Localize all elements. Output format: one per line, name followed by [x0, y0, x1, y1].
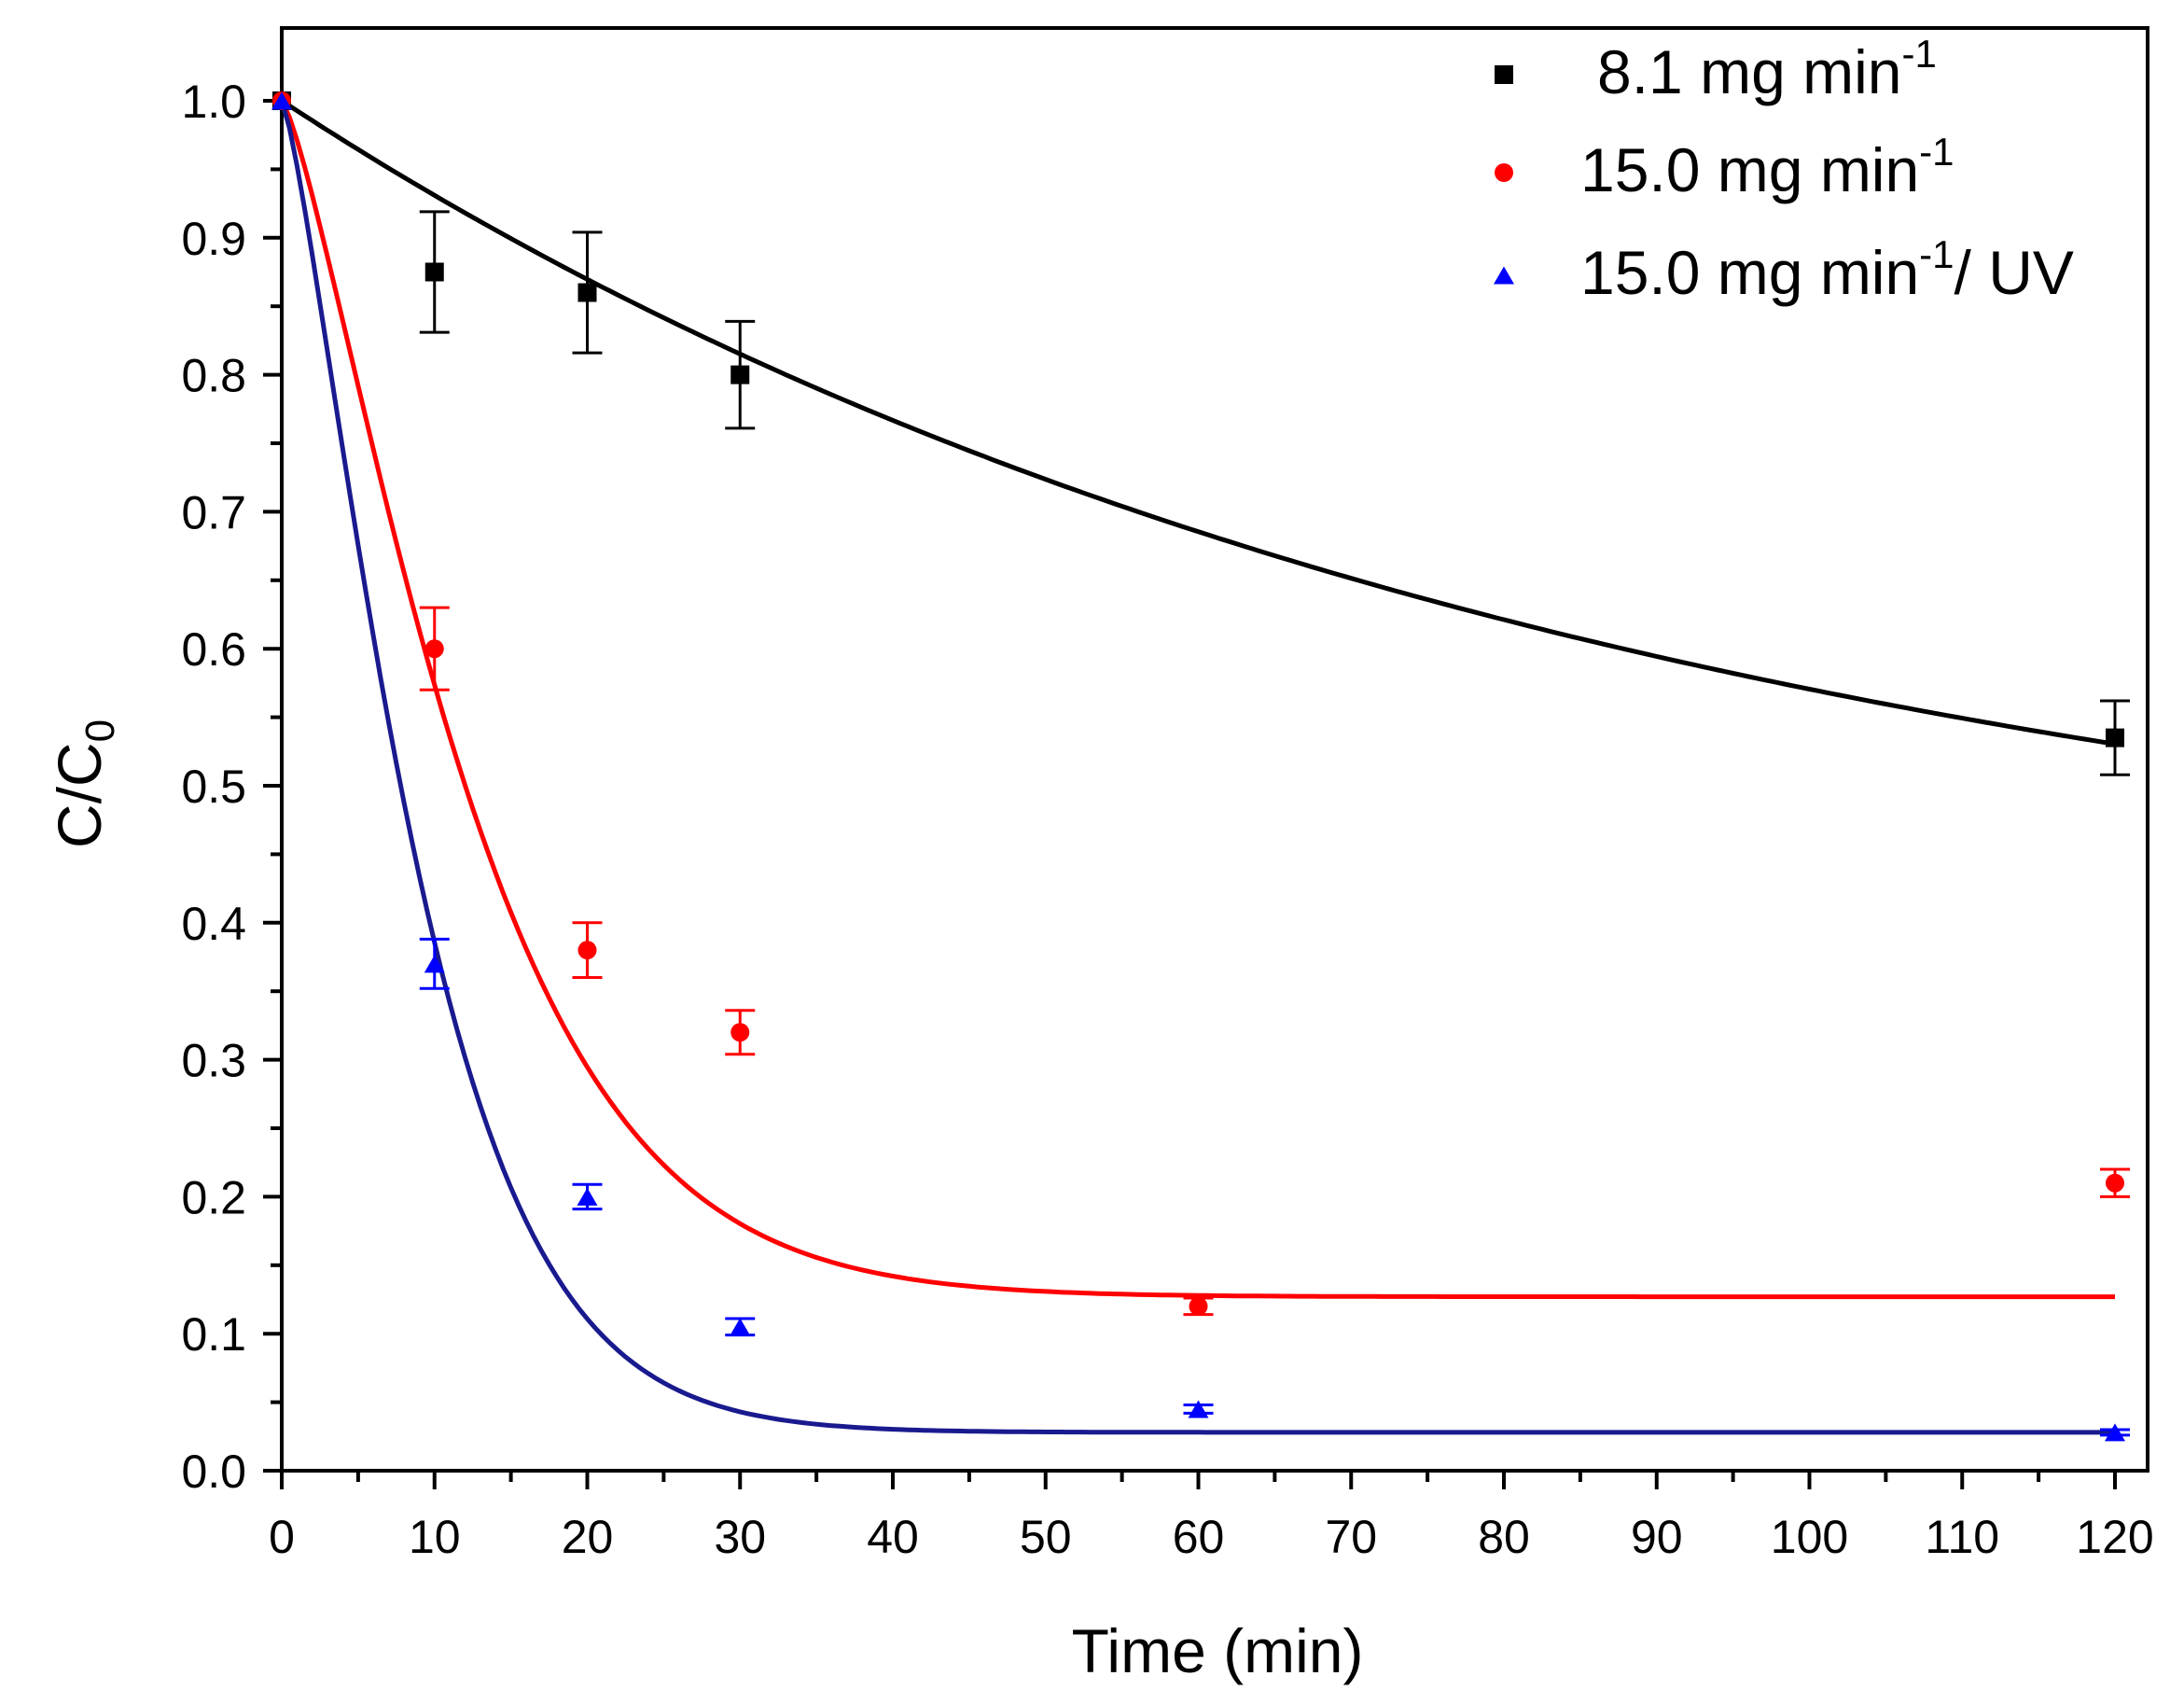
x-tick-label: 0 — [269, 1511, 295, 1563]
y-tick-label: 0.4 — [181, 898, 246, 950]
y-tick-label: 0.9 — [181, 213, 246, 265]
x-axis-title: Time (min) — [1072, 1616, 1364, 1685]
y-axis-title-main: C/C — [45, 742, 114, 848]
y-tick-label: 0.0 — [181, 1446, 246, 1498]
legend-label-series-3: 15.0 mg min-1/ UV — [1580, 232, 2074, 307]
x-tick-label: 110 — [1925, 1511, 1999, 1563]
plot-border — [280, 26, 2149, 1473]
y-tick-label: 0.1 — [181, 1308, 246, 1361]
y-tick-label: 0.8 — [181, 350, 246, 402]
data-point-series-1 — [424, 262, 444, 282]
legend-marker-series-1 — [1495, 65, 1513, 84]
x-tick-label: 120 — [2076, 1511, 2153, 1563]
x-tick-label: 60 — [1173, 1511, 1225, 1563]
data-point-series-3 — [271, 91, 292, 110]
y-tick-label: 0.5 — [181, 761, 246, 813]
x-axis: 0 10 20 30 40 50 60 70 80 90 100 110 120 — [269, 1471, 2154, 1563]
x-tick-label: 100 — [1771, 1511, 1848, 1563]
x-tick-label: 90 — [1631, 1511, 1683, 1563]
data-point-series-2 — [1189, 1296, 1208, 1316]
y-axis-title-subscript: 0 — [77, 719, 123, 742]
data-point-series-3 — [1188, 1400, 1209, 1418]
y-tick-label: 1.0 — [181, 76, 246, 128]
data-point-series-3 — [730, 1318, 751, 1336]
x-tick-label: 50 — [1020, 1511, 1072, 1563]
fit-curve-series-2 — [279, 99, 2115, 1300]
y-tick-label: 0.3 — [181, 1035, 246, 1087]
data-point-series-3 — [577, 1187, 598, 1206]
y-tick-label: 0.2 — [181, 1171, 246, 1223]
y-tick-label: 0.6 — [181, 623, 246, 676]
data-point-series-2 — [577, 941, 597, 960]
data-point-series-2 — [424, 639, 444, 659]
data-point-series-1 — [577, 283, 597, 302]
x-tick-label: 20 — [562, 1511, 614, 1563]
legend: 8.1 mg min-1 15.0 mg min-1 15.0 mg min-1/ … — [1494, 32, 2074, 307]
data-point-series-3 — [424, 955, 445, 973]
y-axis: 0.0 0.1 0.2 0.3 0.4 0.5 0.6 0.7 0.8 0.9 1.0 — [181, 76, 282, 1498]
legend-label-series-2: 15.0 mg min-1 — [1580, 130, 1954, 204]
y-axis-title: C/C0 — [45, 719, 123, 848]
x-tick-label: 70 — [1325, 1511, 1377, 1563]
legend-marker-series-2 — [1495, 163, 1513, 182]
x-tick-label: 40 — [867, 1511, 919, 1563]
data-points — [271, 91, 2125, 1442]
legend-label-series-1: 8.1 mg min-1 — [1597, 32, 1937, 106]
data-point-series-3 — [2105, 1423, 2125, 1442]
plot-frame — [280, 26, 2149, 1473]
x-tick-label: 10 — [409, 1511, 461, 1563]
data-point-series-1 — [730, 365, 750, 384]
data-point-series-2 — [2106, 1173, 2124, 1193]
data-point-series-2 — [730, 1023, 750, 1042]
x-tick-label: 30 — [714, 1511, 766, 1563]
y-tick-label: 0.7 — [181, 486, 246, 538]
fit-curve-series-3 — [279, 100, 2115, 1435]
x-tick-label: 80 — [1478, 1511, 1530, 1563]
data-point-series-1 — [2106, 728, 2124, 747]
legend-marker-series-3 — [1494, 266, 1514, 285]
